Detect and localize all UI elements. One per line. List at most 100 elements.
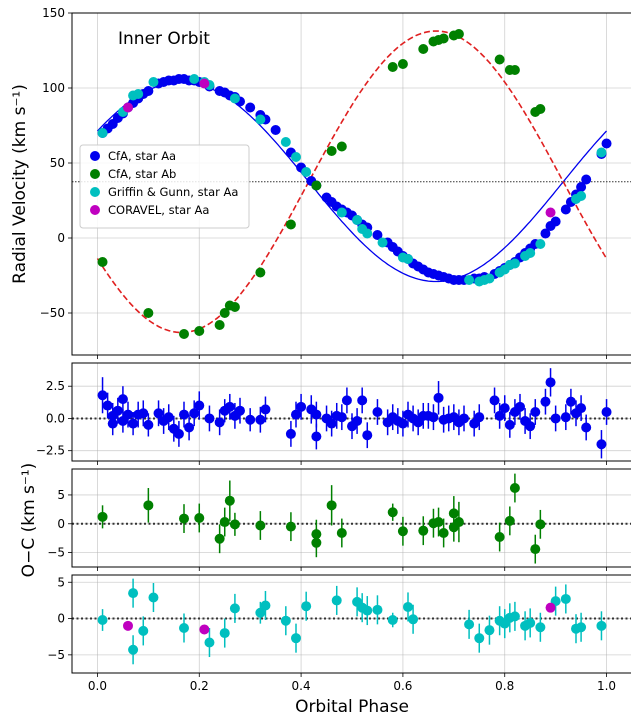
point-griffin <box>535 239 546 249</box>
residual-point <box>550 413 561 424</box>
r3-ytick-label: −5 <box>47 648 65 662</box>
point-ab <box>438 33 449 44</box>
residual-point <box>229 603 240 614</box>
residual-point <box>459 413 469 424</box>
residual-point <box>194 400 205 411</box>
r3-ytick-label: 0 <box>57 612 65 626</box>
r1-ytick-label: −2.5 <box>36 444 65 458</box>
point-aa <box>245 102 256 113</box>
residual-panel-griffin: −5 0 5 0.0 0.2 0.4 0.6 0.8 1.0 <box>47 574 631 693</box>
residual-point <box>107 418 118 429</box>
point-ab <box>311 180 322 191</box>
residual-point <box>484 625 495 636</box>
residual-point <box>336 527 347 538</box>
residual-griffin-ticks: −5 0 5 0.0 0.2 0.4 0.6 0.8 1.0 <box>47 575 616 693</box>
main-frame <box>71 12 631 356</box>
residual-ab-ticks: −5 0 5 <box>47 488 607 571</box>
point-aa <box>143 86 154 96</box>
residual-point <box>540 396 551 407</box>
point-aa <box>540 228 551 239</box>
point-coravel <box>545 207 556 218</box>
residual-point <box>224 401 235 412</box>
legend-label-aa: CfA, star Aa <box>108 149 176 163</box>
r3-ytick-label: 5 <box>57 575 65 589</box>
point-griffin <box>596 147 607 158</box>
residual-point <box>525 617 536 628</box>
residual-ab-points <box>97 473 546 564</box>
residual-point <box>418 525 429 536</box>
residual-griffin-points <box>97 578 607 665</box>
point-aa <box>581 174 592 185</box>
residual-point <box>504 515 515 526</box>
residual-point <box>199 624 210 635</box>
point-ab <box>214 320 225 330</box>
point-ab <box>509 65 520 75</box>
residual-point <box>596 439 607 450</box>
point-ab <box>397 59 408 69</box>
residual-point <box>179 409 189 420</box>
residual-point <box>565 396 576 407</box>
residual-point <box>438 527 449 538</box>
residual-point <box>179 622 189 633</box>
residual-point <box>97 511 108 522</box>
residual-point <box>576 403 587 414</box>
point-griffin <box>403 254 413 264</box>
legend: CfA, star Aa CfA, star Ab Griffin & Gunn, … <box>79 144 250 229</box>
residual-point <box>214 533 225 544</box>
residual-point <box>581 422 592 433</box>
residual-point <box>474 633 485 644</box>
xtick-label: 0.0 <box>88 679 107 693</box>
point-aa <box>601 138 612 149</box>
point-ab <box>179 329 189 339</box>
residual-point <box>428 412 439 423</box>
residual-point <box>403 601 413 612</box>
residual-point <box>260 404 271 415</box>
residual-griffin-frame <box>71 574 631 674</box>
point-ab <box>535 104 546 114</box>
point-griffin <box>189 74 200 84</box>
residual-point <box>499 403 510 414</box>
residual-point <box>357 395 368 406</box>
residual-point <box>280 615 291 626</box>
residual-point <box>530 407 541 417</box>
point-ab <box>255 267 266 278</box>
residual-point <box>331 595 342 606</box>
point-aa <box>560 204 571 215</box>
residual-point <box>219 628 230 639</box>
point-ab <box>143 308 154 318</box>
residual-point <box>138 625 149 636</box>
residual-point <box>255 607 266 618</box>
residual-point <box>128 588 139 599</box>
residual-point <box>97 615 108 626</box>
residual-point <box>97 390 108 401</box>
point-griffin <box>97 128 108 138</box>
xtick-label: 0.4 <box>292 679 311 693</box>
residual-point <box>194 513 205 523</box>
residual-point <box>535 519 546 530</box>
point-ab <box>219 308 230 318</box>
r2-ytick-label: 0 <box>57 517 65 531</box>
legend-label-ab: CfA, star Ab <box>108 167 176 181</box>
main-ytick-label: 100 <box>42 81 65 95</box>
legend-marker-griffin <box>90 187 100 197</box>
point-griffin <box>576 191 587 201</box>
xtick-label: 1.0 <box>597 679 616 693</box>
residual-point <box>255 414 266 425</box>
residual-point <box>148 592 159 603</box>
point-griffin <box>336 207 347 218</box>
main-ytick-label: 0 <box>57 231 65 245</box>
residual-point <box>291 633 301 644</box>
point-griffin <box>280 137 291 147</box>
point-ab <box>418 44 429 54</box>
main-points <box>97 29 612 339</box>
residual-aa-points <box>97 368 612 459</box>
residual-point <box>123 409 133 420</box>
legend-label-coravel: CORAVEL, star Aa <box>108 203 209 217</box>
residual-point <box>596 620 607 631</box>
legend-label-griffin: Griffin & Gunn, star Aa <box>108 185 238 199</box>
residual-ab-frame <box>71 468 631 568</box>
point-griffin <box>484 273 495 284</box>
point-griffin <box>291 152 301 162</box>
residual-point <box>362 430 373 441</box>
residual-point <box>245 414 256 425</box>
